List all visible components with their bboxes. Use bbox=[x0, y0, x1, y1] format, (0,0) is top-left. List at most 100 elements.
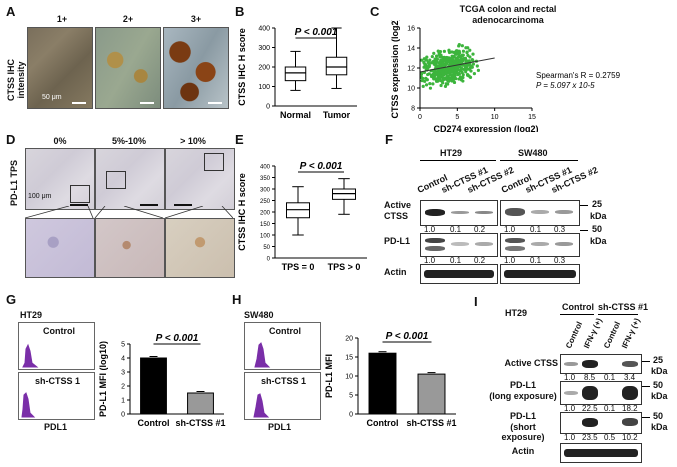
panel-d-scalebar-label: 100 μm bbox=[28, 193, 52, 200]
y-tick-label: 1 bbox=[121, 398, 125, 405]
panel-i-mw3-tick bbox=[642, 417, 650, 418]
q: 23.5 bbox=[582, 433, 598, 442]
panel-h-flow-2-label: sh-CTSS 1 bbox=[261, 376, 307, 386]
q: 8.5 bbox=[584, 373, 596, 382]
q: 0.5 bbox=[604, 433, 616, 442]
y-tick-label: 400 bbox=[260, 165, 271, 171]
box bbox=[325, 56, 348, 76]
scatter-point bbox=[428, 82, 432, 86]
q: 1.0 bbox=[564, 433, 576, 442]
panel-i-mw2: 50 bbox=[653, 380, 664, 390]
q: 18.2 bbox=[622, 404, 638, 413]
panel-d-scalebar-1 bbox=[70, 204, 88, 206]
y-tick-label: 4 bbox=[121, 356, 125, 363]
scatter-point bbox=[431, 82, 435, 86]
panel-a-ylabel-wrap: CTSS IHC intensity bbox=[6, 36, 26, 116]
y-tick-label: 10 bbox=[407, 86, 415, 93]
scatter-point bbox=[454, 67, 459, 71]
panel-c-label: C bbox=[370, 4, 380, 19]
panel-f-blot-actin-sw480 bbox=[500, 264, 580, 284]
y-axis-label: CTSS IHC H score bbox=[237, 28, 247, 106]
panel-g-flow-2-label: sh-CTSS 1 bbox=[35, 376, 81, 386]
x-tick-label: 0 bbox=[418, 114, 422, 121]
scatter-point bbox=[426, 66, 430, 70]
y-axis-label: CTSS IHC H score bbox=[237, 173, 247, 251]
panel-f-label: F bbox=[385, 132, 393, 147]
scatter-point bbox=[424, 83, 429, 87]
scatter-point bbox=[439, 83, 443, 88]
panel-d-title-2: 5%-10% bbox=[111, 136, 147, 146]
panel-d-scalebar-2 bbox=[140, 204, 158, 206]
y-tick-label: 300 bbox=[260, 188, 271, 194]
scatter-point bbox=[451, 67, 455, 71]
scatter-point bbox=[421, 84, 425, 88]
y-axis-label: PD-L1 MFI bbox=[324, 354, 334, 398]
scatter-point bbox=[460, 70, 464, 75]
panel-d-zoom-box-2 bbox=[106, 171, 126, 189]
scatter-point bbox=[465, 50, 469, 54]
scatter-point bbox=[438, 60, 442, 65]
scatter-point bbox=[423, 62, 427, 67]
scatter-point bbox=[436, 73, 440, 78]
panel-i-label: I bbox=[474, 294, 478, 309]
scatter-point bbox=[449, 61, 454, 65]
y-tick-label: 10 bbox=[345, 374, 353, 381]
panel-f-blot-pdl1-sw480 bbox=[500, 233, 580, 257]
q: 22.5 bbox=[582, 404, 598, 413]
bar bbox=[187, 392, 214, 415]
panel-d-ylabel-wrap: PD-L1 TPS bbox=[6, 156, 20, 216]
scatter-point bbox=[436, 79, 440, 83]
bar bbox=[417, 373, 446, 415]
scatter-point bbox=[463, 67, 468, 71]
y-tick-label: 350 bbox=[260, 176, 271, 182]
bar bbox=[368, 352, 397, 415]
panel-f-blot-actin-ht29 bbox=[420, 264, 498, 284]
q: 0.1 bbox=[450, 256, 462, 265]
panel-i-kda2: kDa bbox=[651, 391, 668, 401]
panel-a-scalebar bbox=[72, 102, 86, 104]
scatter-point bbox=[446, 60, 450, 64]
panel-i-blot-short bbox=[560, 412, 642, 434]
scatter-point bbox=[441, 72, 446, 76]
panel-h-xlabel: PDL1 bbox=[268, 422, 292, 432]
panel-d-zoom-box-1 bbox=[70, 185, 90, 203]
q: 1.0 bbox=[504, 225, 516, 234]
panel-g-flow-1: Control bbox=[18, 322, 95, 370]
panel-d-title-1: 0% bbox=[53, 136, 67, 146]
x-tick-label: sh-CTSS #1 bbox=[175, 418, 225, 428]
y-tick-label: 100 bbox=[260, 234, 271, 240]
scatter-point bbox=[470, 58, 474, 62]
scatter-point bbox=[430, 54, 434, 59]
x-tick-label: Tumor bbox=[323, 110, 351, 120]
panel-i-lane-4: IFN-γ (+) bbox=[620, 316, 642, 350]
x-tick-label: Normal bbox=[280, 110, 311, 120]
panel-a-scalebar-2 bbox=[140, 102, 154, 104]
y-tick-label: 250 bbox=[260, 199, 271, 205]
x-tick-label: Control bbox=[367, 418, 399, 428]
panel-a-image-3 bbox=[163, 27, 229, 109]
panel-f-row-pdl1: PD-L1 bbox=[384, 236, 411, 246]
scatter-point bbox=[445, 75, 449, 80]
panel-i-mw1: 25 bbox=[653, 355, 664, 365]
y-tick-label: 200 bbox=[258, 65, 270, 72]
panel-h-flow-1-label: Control bbox=[269, 326, 301, 336]
panel-a-scalebar-3 bbox=[208, 102, 222, 104]
panel-f-mw1: 25 bbox=[592, 199, 603, 209]
panel-d-label: D bbox=[6, 132, 16, 147]
scatter-point bbox=[419, 75, 424, 80]
panel-e-chart: 0 50 100 150 200 250 300 350 400 TPS = 0 TPS > 0 CT… bbox=[237, 161, 367, 272]
panel-c-chart: 8 10 12 14 16 0 5 10 15 CTSS expression (log2) CD2… bbox=[390, 20, 621, 132]
panel-h-flow-1: Control bbox=[244, 322, 321, 370]
q: 1.0 bbox=[424, 225, 436, 234]
scatter-point bbox=[461, 75, 465, 80]
scatter-point bbox=[453, 71, 457, 75]
panel-i-group1-line bbox=[560, 314, 594, 315]
panel-i-mw3: 50 bbox=[653, 411, 664, 421]
panel-g-flow-1-hist bbox=[22, 343, 39, 368]
panel-i-group1: Control bbox=[562, 302, 594, 312]
panel-a-image-1: 50 μm bbox=[27, 27, 93, 109]
scatter-point bbox=[468, 75, 473, 79]
panel-f-mw2: 50 bbox=[592, 224, 603, 234]
scatter-point bbox=[444, 82, 448, 86]
scatter-point bbox=[435, 60, 439, 64]
